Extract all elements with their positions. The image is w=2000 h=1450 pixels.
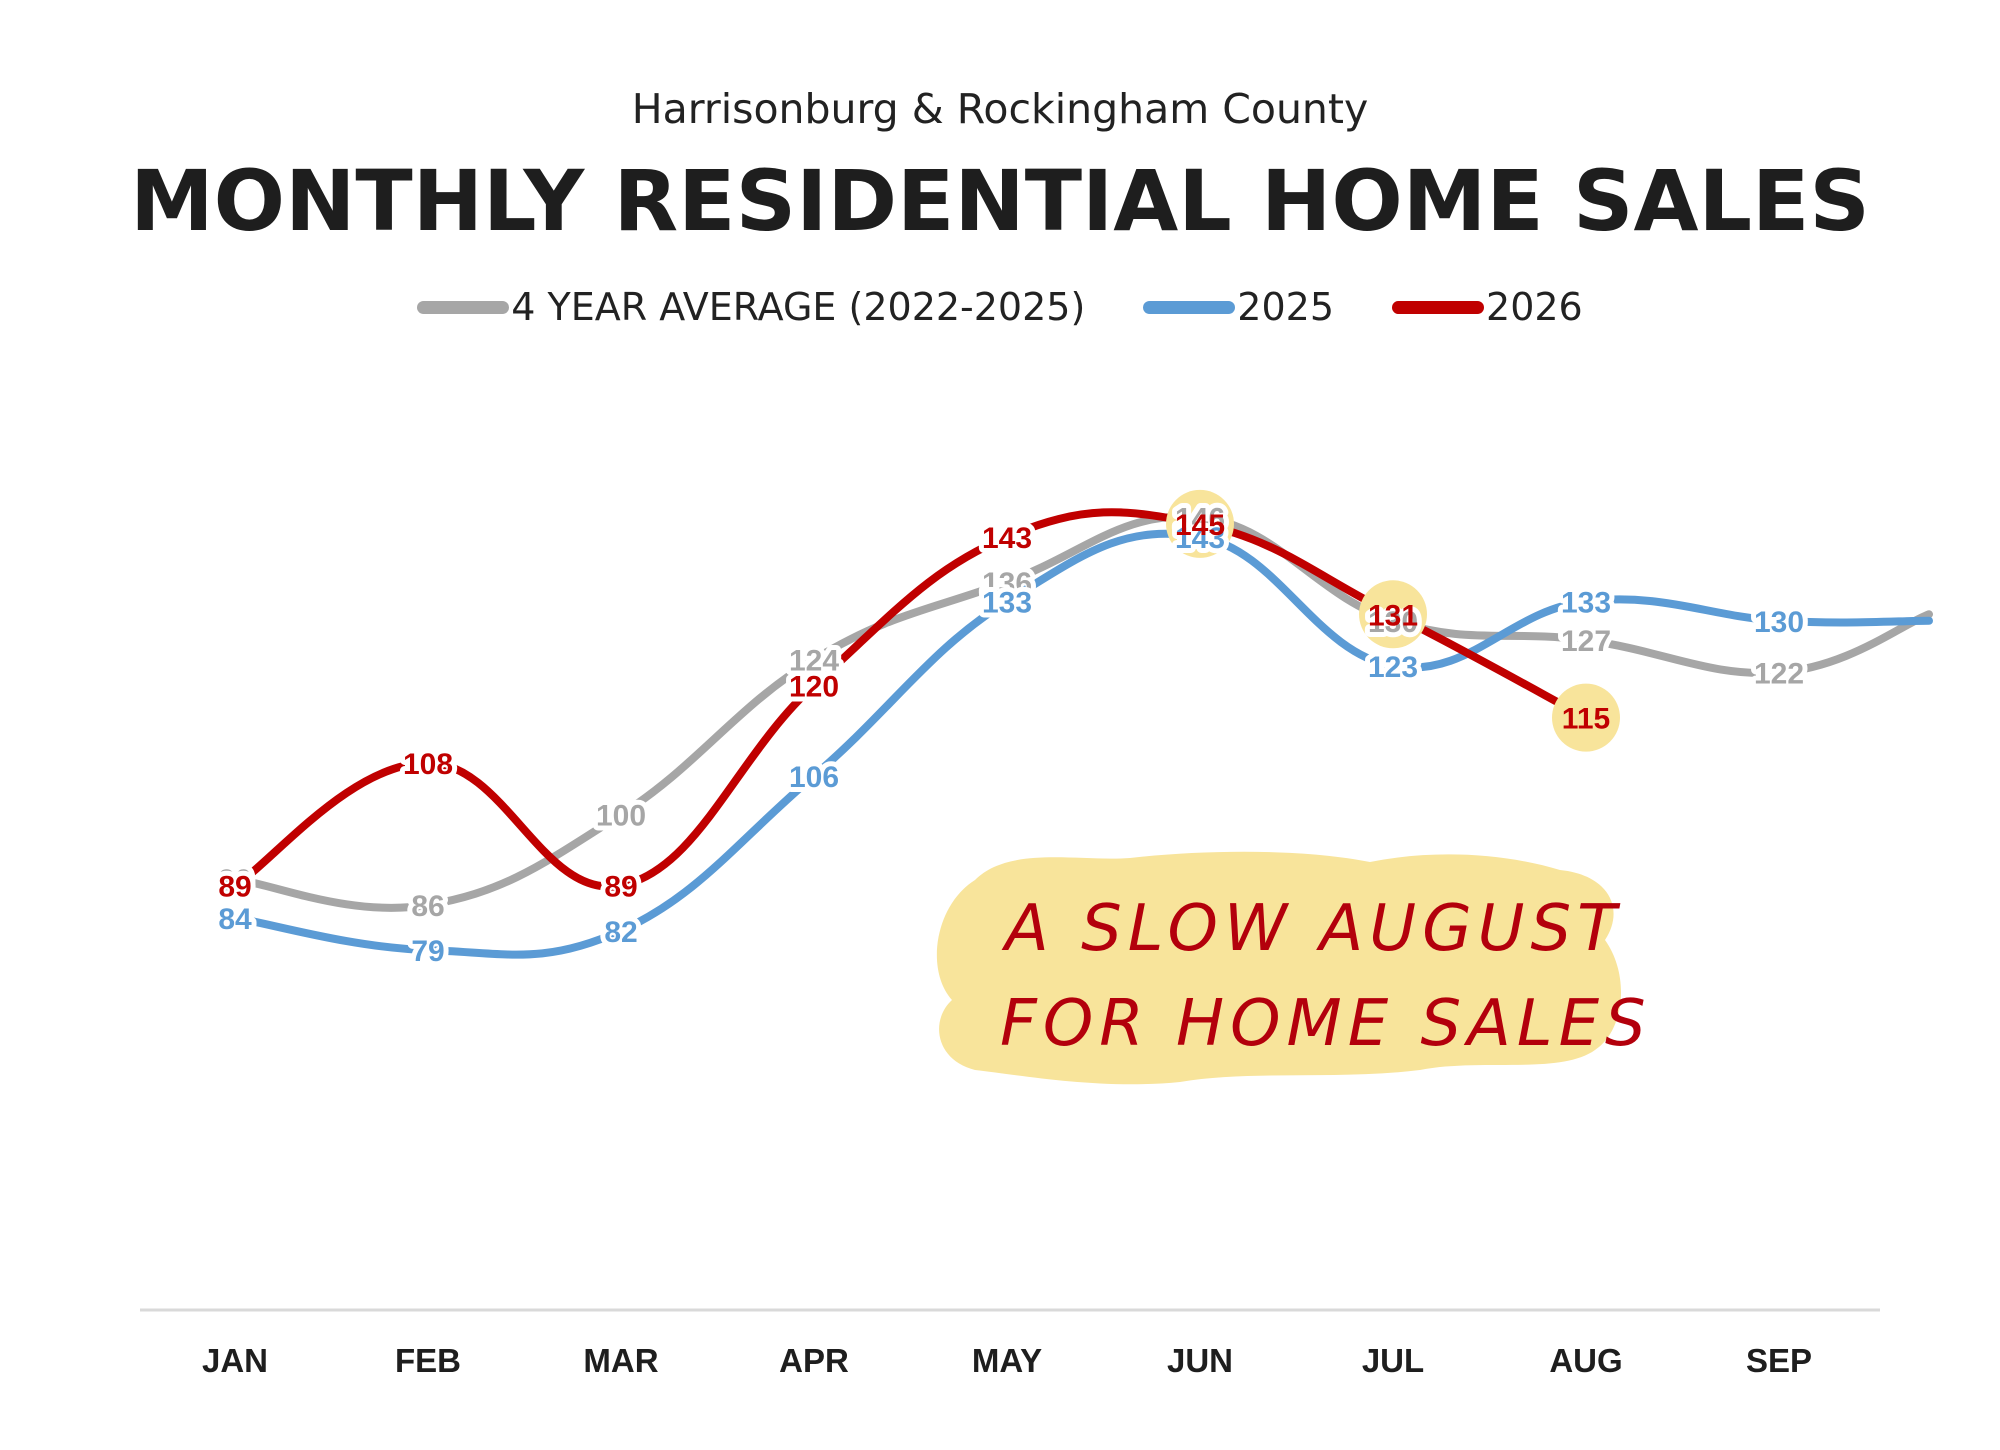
series-line-4-year-average-2022-2025 bbox=[231, 512, 1933, 912]
data-label-2025-jul: 123 bbox=[1368, 651, 1418, 684]
series-line-2025 bbox=[231, 529, 1933, 959]
legend: 4 YEAR AVERAGE (2022-2025) 2025 2026 bbox=[0, 285, 2000, 329]
legend-swatch-average bbox=[417, 300, 510, 314]
data-label-4-year-average-2022-2025-mar: 100 bbox=[596, 800, 646, 833]
data-label-2025-jun: 143 bbox=[1175, 522, 1225, 555]
highlight-marker-jun bbox=[1166, 489, 1234, 558]
legend-item-2025: 2025 bbox=[1143, 285, 1334, 329]
legend-item-2026: 2026 bbox=[1392, 285, 1583, 329]
data-label-4-year-average-2022-2025-sep: 122 bbox=[1754, 657, 1804, 690]
highlight-marker-aug bbox=[1552, 683, 1620, 752]
x-tick-jun: JUN bbox=[1167, 1342, 1233, 1379]
data-label-4-year-average-2022-2025-may: 136 bbox=[982, 567, 1032, 600]
legend-swatch-2026 bbox=[1392, 300, 1485, 314]
x-tick-sep: SEP bbox=[1746, 1342, 1812, 1379]
data-label-2026-feb: 108 bbox=[403, 748, 453, 781]
highlight-marker-jul bbox=[1359, 580, 1427, 649]
series-lines bbox=[231, 508, 1933, 959]
annotation: A SLOW AUGUST FOR HOME SALES bbox=[936, 851, 1652, 1085]
annotation-line-1: A SLOW AUGUST bbox=[1001, 892, 1622, 966]
data-label-4-year-average-2022-2025-jul: 130 bbox=[1368, 606, 1418, 639]
data-label-2026-jul: 131 bbox=[1368, 599, 1418, 632]
data-label-2026-jan: 89 bbox=[218, 871, 251, 904]
data-label-2025-may: 133 bbox=[982, 586, 1032, 619]
data-label-2026-mar: 89 bbox=[604, 871, 637, 904]
x-tick-aug: AUG bbox=[1549, 1342, 1622, 1379]
data-label-4-year-average-2022-2025-apr: 124 bbox=[789, 645, 839, 678]
data-label-2026-jun: 145 bbox=[1175, 509, 1225, 542]
legend-label-2026: 2026 bbox=[1486, 285, 1583, 329]
legend-swatch-2025 bbox=[1143, 300, 1236, 314]
data-label-2025-sep: 130 bbox=[1754, 606, 1804, 639]
annotation-bubble bbox=[936, 851, 1622, 1085]
highlight-markers bbox=[1166, 489, 1620, 752]
x-tick-may: MAY bbox=[972, 1342, 1042, 1379]
data-label-4-year-average-2022-2025-jan: 90 bbox=[218, 864, 251, 897]
x-tick-jul: JUL bbox=[1362, 1342, 1424, 1379]
data-labels: 90 86 100 124 136 146 130 127 122 84 79 82 106 133 143… bbox=[213, 497, 1809, 973]
legend-label-average: 4 YEAR AVERAGE (2022-2025) bbox=[511, 285, 1086, 329]
data-label-4-year-average-2022-2025-jun: 146 bbox=[1175, 502, 1225, 535]
data-label-2025-apr: 106 bbox=[789, 761, 839, 794]
data-label-2025-jan: 84 bbox=[218, 903, 252, 936]
data-label-4-year-average-2022-2025-aug: 127 bbox=[1561, 625, 1611, 658]
series-line-2026 bbox=[231, 508, 1590, 891]
data-label-2025-aug: 133 bbox=[1561, 586, 1611, 619]
chart-subtitle: Harrisonburg & Rockingham County bbox=[631, 85, 1369, 133]
x-tick-mar: MAR bbox=[583, 1342, 658, 1379]
data-label-2025-feb: 79 bbox=[411, 935, 444, 968]
data-label-2025-mar: 82 bbox=[604, 916, 637, 949]
data-label-2026-apr: 120 bbox=[789, 670, 839, 703]
x-tick-feb: FEB bbox=[395, 1342, 461, 1379]
x-tick-jan: JAN bbox=[202, 1342, 268, 1379]
x-tick-apr: APR bbox=[779, 1342, 849, 1379]
annotation-line-2: FOR HOME SALES bbox=[1000, 987, 1652, 1061]
data-label-2026-aug: 115 bbox=[1562, 703, 1610, 736]
x-axis-ticks: JAN FEB MAR APR MAY JUN JUL AUG SEP bbox=[202, 1342, 1812, 1379]
chart-title: MONTHLY RESIDENTIAL HOME SALES bbox=[130, 152, 1870, 250]
data-label-2026-may: 143 bbox=[982, 522, 1032, 555]
legend-label-2025: 2025 bbox=[1237, 285, 1335, 329]
legend-item-average: 4 YEAR AVERAGE (2022-2025) bbox=[417, 285, 1085, 329]
data-label-4-year-average-2022-2025-feb: 86 bbox=[411, 890, 444, 923]
